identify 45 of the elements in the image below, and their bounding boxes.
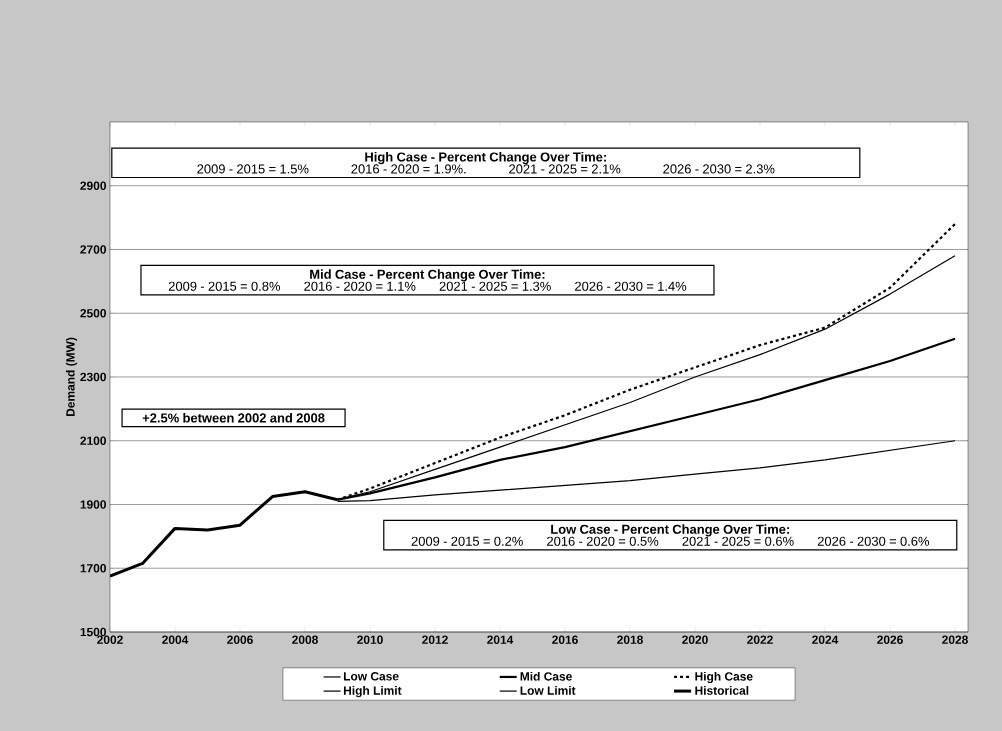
y-tick-label: 1700 bbox=[80, 564, 106, 573]
annotation: 2026 - 2030 = 1.4% bbox=[575, 281, 687, 291]
x-tick-label: 2008 bbox=[292, 635, 318, 644]
x-tick-label: 2012 bbox=[422, 635, 448, 644]
x-tick-label: 2014 bbox=[487, 635, 514, 644]
annotation: 2016 - 2020 = 0.5% bbox=[547, 536, 659, 546]
x-tick-label: 2006 bbox=[227, 635, 253, 644]
annotation: 2016 - 2020 = 1.9%. bbox=[351, 164, 466, 174]
annotation: 2021 - 2025 = 2.1% bbox=[509, 164, 621, 174]
legend-label: High Limit bbox=[343, 686, 402, 698]
y-tick-label: 2500 bbox=[80, 309, 106, 318]
annotation: 2026 - 2030 = 2.3% bbox=[663, 164, 775, 174]
y-tick-label: 2300 bbox=[80, 372, 106, 382]
y-tick-label: 2900 bbox=[80, 181, 106, 190]
x-tick-label: 2020 bbox=[682, 635, 708, 644]
x-tick-label: 2002 bbox=[97, 635, 123, 644]
y-tick-label: 2700 bbox=[80, 245, 106, 254]
x-tick-label: 2010 bbox=[357, 635, 383, 644]
legend-label: Low Case bbox=[343, 672, 399, 681]
y-axis-title: Demand (MW) bbox=[65, 337, 78, 417]
x-tick-label: 2026 bbox=[877, 635, 903, 644]
y-tick-label: 2100 bbox=[80, 436, 106, 445]
x-tick-label: 2028 bbox=[942, 635, 968, 644]
x-tick-label: 2024 bbox=[812, 635, 839, 644]
annotation: 2016 - 2020 = 1.1% bbox=[304, 281, 416, 291]
annotation: 2009 - 2015 = 0.2% bbox=[411, 536, 523, 546]
annotation: 2021 - 2025 = 1.3% bbox=[439, 281, 551, 291]
annotation: High Case - Percent Change Over Time: bbox=[365, 152, 606, 165]
y-tick-label: 1900 bbox=[80, 500, 106, 509]
annotation: Low Case - Percent Change Over Time: bbox=[551, 524, 789, 537]
annotation: 2009 - 2015 = 1.5% bbox=[197, 164, 309, 174]
x-tick-label: 2004 bbox=[162, 635, 189, 644]
x-tick-label: 2018 bbox=[617, 635, 643, 644]
y-tick-label: 1500 bbox=[80, 627, 106, 637]
annotation: 2021 - 2025 = 0.6% bbox=[682, 536, 794, 546]
legend-label: Historical bbox=[695, 686, 749, 695]
legend-label: High Case bbox=[695, 671, 753, 684]
x-tick-label: 2016 bbox=[552, 635, 578, 644]
annotation: 2026 - 2030 = 0.6% bbox=[817, 536, 930, 546]
legend-label: Mid Case bbox=[520, 671, 572, 681]
annotation: +2.5% between 2002 and 2008 bbox=[142, 413, 325, 423]
annotation: 2009 - 2015 = 0.8% bbox=[168, 281, 281, 291]
legend-label: Low Limit bbox=[520, 686, 576, 695]
annotation: Mid Case - Percent Change Over Time: bbox=[310, 269, 545, 282]
x-tick-label: 2022 bbox=[747, 635, 773, 644]
